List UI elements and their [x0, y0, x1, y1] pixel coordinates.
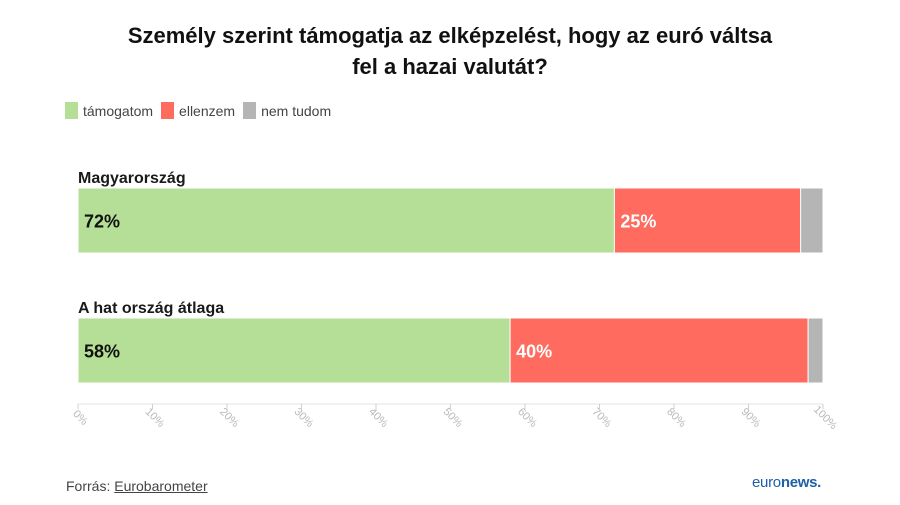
- legend-item-oppose[interactable]: ellenzem: [161, 102, 235, 119]
- legend: támogatom ellenzem nem tudom: [65, 102, 339, 119]
- data-label-1-1: 40%: [516, 342, 552, 362]
- bar-1-1: [509, 317, 809, 384]
- x-tick-label-6: 60%: [515, 406, 539, 430]
- data-label-0-0: 72%: [84, 212, 120, 232]
- source-link[interactable]: Eurobarometer: [114, 478, 208, 494]
- data-label-1-0: 58%: [84, 342, 120, 362]
- legend-swatch-dont-know: [243, 102, 257, 119]
- x-tick-label-3: 30%: [292, 406, 316, 430]
- chart-title-line-2: fel a hazai valutát?: [352, 54, 548, 79]
- legend-swatch-oppose: [161, 102, 175, 119]
- legend-item-support[interactable]: támogatom: [65, 102, 153, 119]
- x-tick-label-10: 100%: [811, 404, 840, 433]
- bar-0-0: [77, 187, 615, 254]
- x-tick-label-7: 70%: [590, 406, 614, 430]
- euronews-logo: euronews.: [752, 474, 821, 491]
- logo-text-euro: euro: [752, 474, 781, 491]
- bar-1-0: [77, 317, 511, 384]
- category-label-1: A hat ország átlaga: [78, 300, 224, 317]
- chart-title: Személy szerint támogatja az elképzelést…: [50, 20, 850, 82]
- x-tick-label-8: 80%: [664, 406, 688, 430]
- legend-label-dont-know: nem tudom: [261, 102, 332, 119]
- logo-text-news: news.: [780, 474, 822, 491]
- source-prefix: Forrás:: [66, 478, 115, 494]
- x-tick-label-1: 10%: [143, 406, 167, 430]
- x-tick-label-2: 20%: [217, 406, 241, 430]
- legend-swatch-support: [65, 102, 78, 119]
- x-tick-label-4: 40%: [366, 406, 390, 430]
- legend-label-support: támogatom: [83, 102, 154, 119]
- data-label-0-1: 25%: [620, 212, 656, 232]
- x-tick-label-0: 0%: [70, 408, 90, 428]
- source-note: Forrás: Eurobarometer: [66, 478, 208, 494]
- legend-label-oppose: ellenzem: [179, 102, 236, 119]
- category-label-0: Magyarország: [78, 170, 186, 187]
- bar-1-2: [807, 317, 824, 384]
- bar-0-1: [613, 187, 802, 254]
- x-tick-label-9: 90%: [739, 406, 763, 430]
- chart-title-line-1: Személy szerint támogatja az elképzelést…: [127, 23, 773, 48]
- x-tick-label-5: 50%: [441, 406, 465, 430]
- bar-0-2: [800, 187, 824, 254]
- legend-item-dont-know[interactable]: nem tudom: [243, 102, 331, 119]
